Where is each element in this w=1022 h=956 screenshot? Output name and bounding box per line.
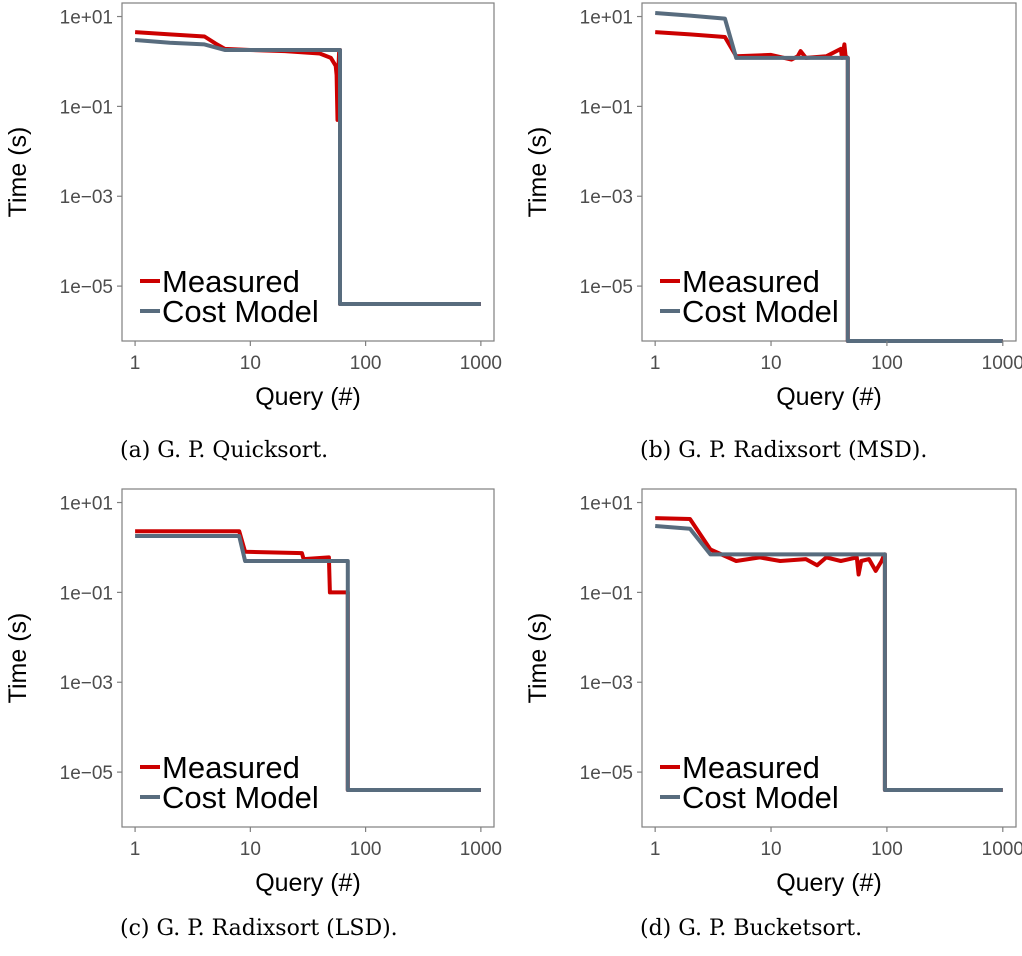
caption-d: (d) G. P. Bucketsort. — [640, 916, 863, 941]
x-tick-label: 1000 — [982, 353, 1022, 374]
chart-panel: 1 10 100 1000 1e+01 1e−01 1e−03 1e−05 Query (#) T… — [4, 488, 502, 897]
legend-label: Measured — [682, 750, 820, 785]
x-axis-title: Query (#) — [776, 383, 882, 411]
x-tick-label: 10 — [240, 839, 261, 860]
y-tick-label: 1e−05 — [580, 277, 633, 298]
x-tick-label: 1 — [650, 839, 661, 860]
legend-label: Cost Model — [162, 780, 319, 815]
y-axis-title: Time (s) — [524, 613, 552, 704]
y-tick-label: 1e+01 — [580, 494, 633, 515]
y-tick-label: 1e−01 — [580, 583, 633, 604]
y-tick-label: 1e+01 — [60, 8, 113, 29]
caption-a: (a) G. P. Quicksort. — [120, 438, 329, 463]
y-tick-label: 1e+01 — [60, 494, 113, 515]
legend-label: Measured — [682, 264, 820, 299]
plot-area-border — [641, 488, 1017, 828]
y-tick-label: 1e−05 — [60, 763, 113, 784]
y-axis-title: Time (s) — [4, 127, 32, 218]
y-tick-label: 1e−03 — [60, 187, 113, 208]
x-tick-label: 100 — [871, 353, 903, 374]
x-tick-label: 10 — [240, 353, 261, 374]
x-axis-title: Query (#) — [255, 869, 361, 897]
y-tick-label: 1e−03 — [580, 187, 633, 208]
y-tick-label: 1e−05 — [60, 277, 113, 298]
x-tick-label: 1000 — [982, 839, 1022, 860]
legend-label: Cost Model — [682, 780, 839, 815]
x-tick-label: 1000 — [460, 839, 502, 860]
x-tick-label: 100 — [871, 839, 903, 860]
x-tick-label: 10 — [760, 839, 781, 860]
x-tick-label: 1 — [650, 353, 661, 374]
x-tick-label: 1000 — [460, 353, 502, 374]
x-tick-label: 100 — [350, 839, 382, 860]
y-tick-label: 1e−01 — [60, 583, 113, 604]
x-tick-label: 100 — [350, 353, 382, 374]
legend-label: Measured — [162, 750, 300, 785]
plot-area-border — [641, 2, 1017, 342]
y-tick-label: 1e+01 — [580, 8, 633, 29]
x-tick-label: 10 — [760, 353, 781, 374]
x-tick-label: 1 — [130, 353, 141, 374]
legend-label: Cost Model — [682, 294, 839, 329]
chart-panel: 1 10 100 1000 1e+01 1e−01 1e−03 1e−05 Query (#) T… — [524, 2, 1022, 411]
y-tick-label: 1e−05 — [580, 763, 633, 784]
series-line — [655, 11, 1003, 343]
chart-panel: 1 10 100 1000 1e+01 1e−01 1e−03 1e−05 Query (#) T… — [4, 2, 502, 411]
y-axis-title: Time (s) — [524, 127, 552, 218]
x-axis-title: Query (#) — [776, 869, 882, 897]
legend-label: Measured — [162, 264, 300, 299]
x-axis-title: Query (#) — [255, 383, 361, 411]
caption-c: (c) G. P. Radixsort (LSD). — [120, 916, 398, 941]
plot-area-border — [121, 2, 495, 342]
series-line — [135, 534, 481, 792]
y-axis-title: Time (s) — [4, 613, 32, 704]
series-line — [655, 524, 1003, 792]
y-tick-label: 1e−03 — [580, 673, 633, 694]
series-line — [134, 38, 481, 306]
legend-label: Cost Model — [162, 294, 319, 329]
chart-panel: 1 10 100 1000 1e+01 1e−01 1e−03 1e−05 Query (#) T… — [524, 488, 1022, 897]
y-tick-label: 1e−03 — [60, 673, 113, 694]
x-tick-label: 1 — [130, 839, 141, 860]
caption-b: (b) G. P. Radixsort (MSD). — [640, 438, 928, 463]
y-tick-label: 1e−01 — [60, 97, 113, 118]
plot-area-border — [121, 488, 495, 828]
y-tick-label: 1e−01 — [580, 97, 633, 118]
